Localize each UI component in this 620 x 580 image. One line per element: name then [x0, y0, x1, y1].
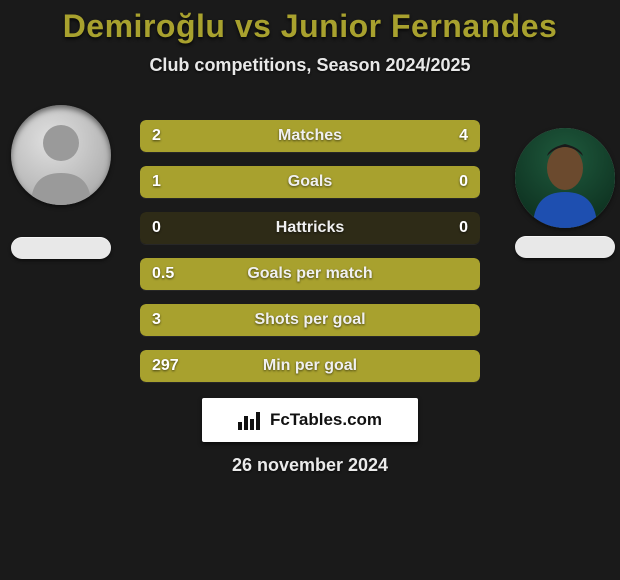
player-name-pill-left — [11, 237, 111, 259]
stat-bar: 3 Shots per goal — [140, 304, 480, 336]
stat-bar: 297 Min per goal — [140, 350, 480, 382]
stat-value-left: 2 — [152, 127, 161, 145]
stat-bar: 0 Hattricks 0 — [140, 212, 480, 244]
stat-label: Goals — [288, 173, 332, 191]
player-photo-icon — [515, 128, 615, 228]
person-silhouette-icon — [11, 105, 111, 205]
stat-value-left: 0.5 — [152, 265, 174, 283]
comparison-infographic: Demiroğlu vs Junior Fernandes Club compe… — [0, 0, 620, 580]
player-name-pill-right — [515, 236, 615, 258]
footer-date: 26 november 2024 — [232, 455, 388, 476]
stat-label: Shots per goal — [254, 311, 365, 329]
stat-bar: 0.5 Goals per match — [140, 258, 480, 290]
stat-value-right: 0 — [459, 173, 468, 191]
stat-bar: 2 Matches 4 — [140, 120, 480, 152]
fctables-logo-icon — [238, 410, 264, 430]
avatar-right — [515, 128, 615, 228]
stat-label: Matches — [278, 127, 342, 145]
player-card-left — [6, 105, 116, 259]
stat-value-left: 1 — [152, 173, 161, 191]
site-badge-text: FcTables.com — [270, 410, 382, 430]
stat-value-left: 0 — [152, 219, 161, 237]
stat-label: Hattricks — [276, 219, 344, 237]
stat-bar: 1 Goals 0 — [140, 166, 480, 198]
stat-value-right: 0 — [459, 219, 468, 237]
subtitle: Club competitions, Season 2024/2025 — [0, 55, 620, 76]
stat-value-left: 297 — [152, 357, 179, 375]
avatar-left — [11, 105, 111, 205]
stat-label: Goals per match — [247, 265, 372, 283]
site-badge: FcTables.com — [202, 398, 418, 442]
stat-label: Min per goal — [263, 357, 357, 375]
player-card-right — [510, 128, 620, 258]
stat-bars: 2 Matches 4 1 Goals 0 0 Hattricks 0 0.5 Goals per … — [140, 120, 480, 396]
stat-value-left: 3 — [152, 311, 161, 329]
page-title: Demiroğlu vs Junior Fernandes — [0, 8, 620, 45]
stat-value-right: 4 — [459, 127, 468, 145]
